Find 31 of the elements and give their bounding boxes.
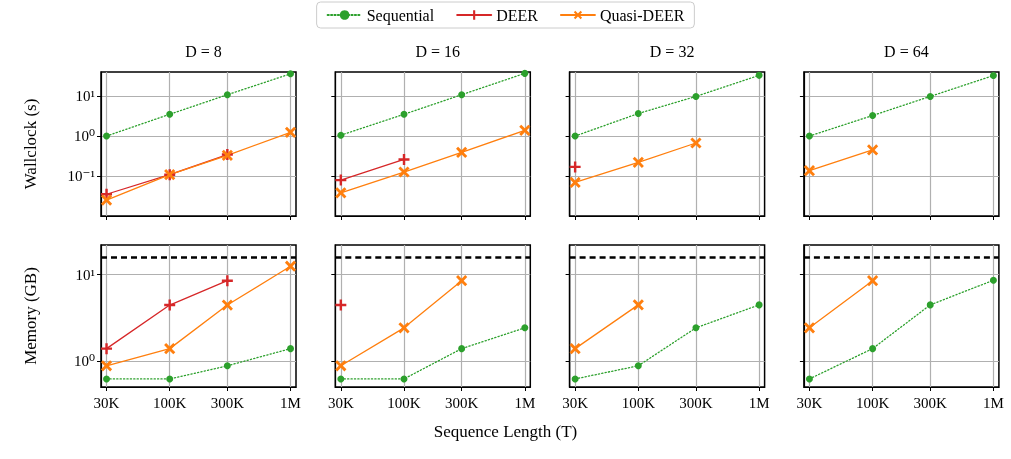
x-tick-label: 300K	[913, 394, 948, 411]
y-tick-label: 10¹	[75, 266, 95, 283]
legend-label: Sequential	[366, 6, 435, 25]
x-axis-title: Sequence Length (T)	[433, 422, 578, 441]
x-tick-label: 1M	[983, 394, 1004, 411]
x-tick-label: 100K	[621, 394, 656, 411]
x-tick-label: 30K	[562, 394, 589, 411]
x-tick-label: 1M	[748, 394, 770, 411]
chart-title: D = 32	[649, 42, 695, 60]
y-tick-label: 10⁰	[73, 128, 95, 145]
x-tick-label: 1M	[514, 394, 536, 411]
x-tick-label: 30K	[93, 394, 120, 411]
x-tick-label: 30K	[796, 394, 823, 411]
y-tick-label: 10⁰	[73, 352, 95, 369]
x-tick-label: 100K	[387, 394, 421, 411]
chart-title: D = 16	[415, 42, 461, 60]
legend-label: Quasi-DEER	[599, 6, 685, 24]
y-tick-label: 10¹	[75, 88, 95, 105]
legend-label: DEER	[496, 6, 539, 24]
x-tick-label: 100K	[855, 394, 890, 411]
x-tick-label: 1M	[280, 394, 301, 411]
chart-title: D = 64	[884, 42, 929, 60]
chart-title: D = 8	[185, 42, 222, 60]
x-tick-label: 300K	[210, 394, 245, 411]
x-tick-label: 100K	[153, 394, 187, 411]
y-tick-label: 10⁻¹	[67, 168, 95, 185]
x-tick-label: 30K	[327, 394, 354, 411]
y-axis-title: Memory (GB)	[21, 267, 40, 365]
y-axis-title: Wallclock (s)	[21, 98, 40, 190]
x-tick-label: 300K	[444, 394, 479, 411]
x-tick-label: 300K	[679, 394, 713, 411]
